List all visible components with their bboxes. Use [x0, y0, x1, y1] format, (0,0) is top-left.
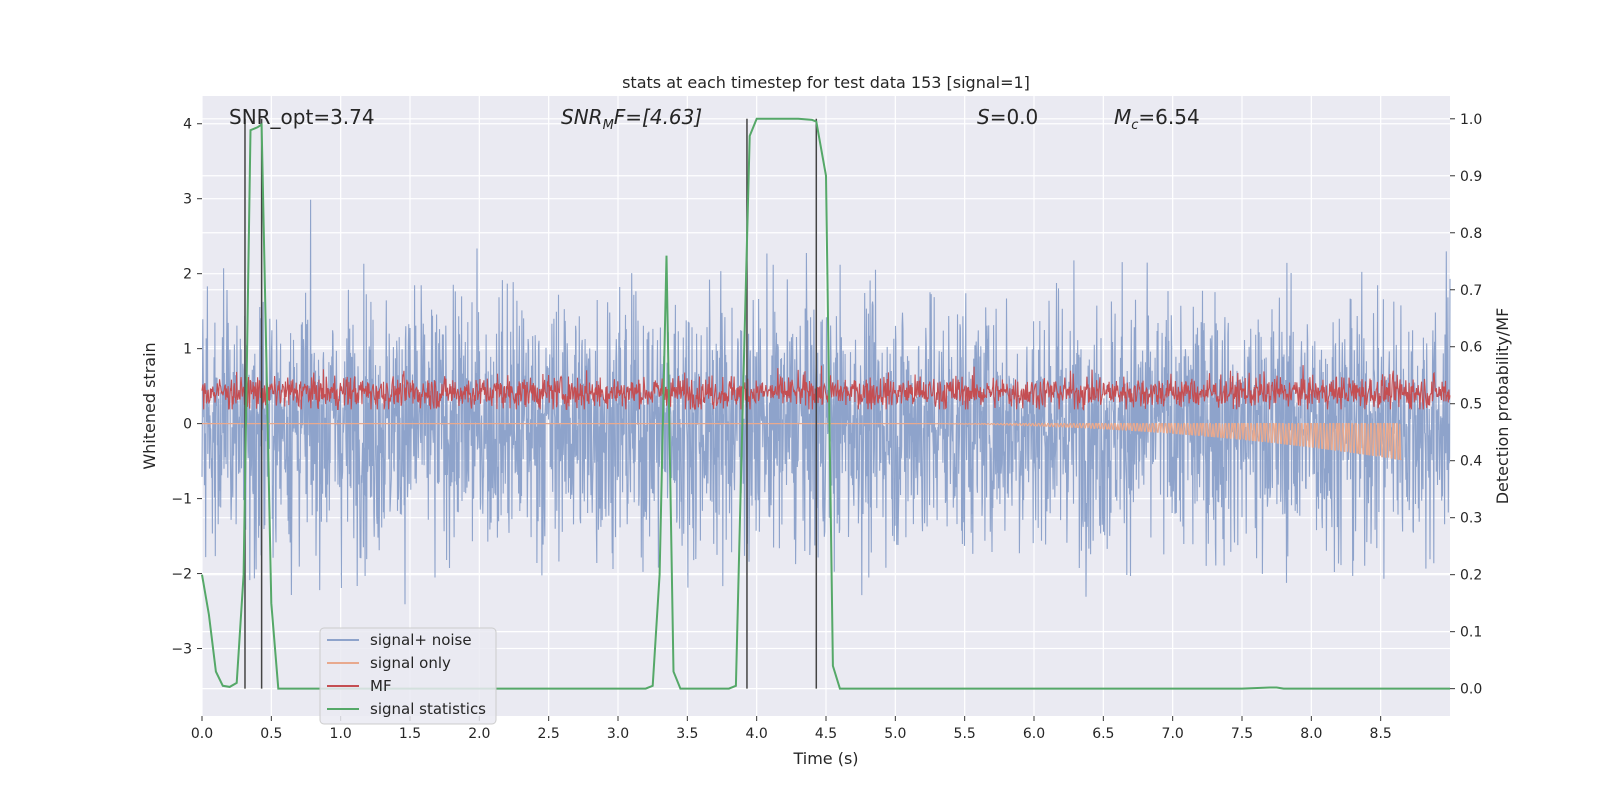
legend-box	[319, 627, 497, 725]
y-tick-label-right: 0.0	[1460, 682, 1482, 698]
x-tick-label: 3.0	[607, 726, 629, 742]
y-tick-label-right: 0.8	[1460, 226, 1482, 242]
legend-label-signal-only: signal only	[370, 654, 451, 672]
y-tick-label-left: 4	[183, 117, 192, 133]
series-signal-noise	[201, 199, 1451, 605]
x-tick-label: 2.0	[468, 726, 490, 742]
y-axis-left-ticks: 4 3 2 1 0 −1 −2 −3	[171, 117, 202, 658]
x-tick-label: 6.0	[1023, 726, 1045, 742]
annotation-s: S=0.0	[977, 105, 1038, 129]
y-tick-label-left: −2	[171, 567, 192, 583]
y-tick-label-left: −1	[171, 492, 192, 508]
x-tick-label: 3.5	[676, 726, 698, 742]
chart-title: stats at each timestep for test data 153…	[622, 73, 1030, 92]
legend-label-noise: signal+ noise	[370, 631, 472, 649]
y-tick-label-right: 1.0	[1460, 112, 1482, 128]
legend-label-mf: MF	[370, 677, 392, 695]
x-tick-label: 8.5	[1370, 726, 1392, 742]
x-tick-label: 4.5	[815, 726, 837, 742]
y-tick-label-left: 3	[183, 192, 192, 208]
x-tick-label: 5.5	[954, 726, 976, 742]
x-tick-label: 2.5	[538, 726, 560, 742]
y-axis-left-label: Whitened strain	[140, 342, 159, 469]
x-tick-label: 0.0	[191, 726, 213, 742]
annotation-mc: Mc=6.54	[1114, 105, 1200, 133]
series-signal-statistics	[201, 117, 1450, 690]
y-tick-label-right: 0.7	[1460, 283, 1482, 299]
signal-only-line	[202, 421, 1402, 461]
y-tick-label-right: 0.2	[1460, 568, 1482, 584]
x-tick-label: 4.0	[746, 726, 768, 742]
legend-label-signal-statistics: signal statistics	[370, 700, 486, 718]
signal-noise-line	[201, 199, 1451, 605]
x-tick-label: 5.0	[884, 726, 906, 742]
y-tick-label-right: 0.6	[1460, 340, 1482, 356]
y-tick-label-left: 1	[183, 342, 192, 358]
mf-line	[201, 365, 1451, 411]
y-tick-label-left: −3	[171, 642, 192, 658]
x-tick-label: 0.5	[260, 726, 282, 742]
x-axis-ticks: 0.0 0.5 1.0 1.5 2.0 2.5 3.0 3.5 4.0 4.5 5.0 5.5 6.0 6…	[191, 716, 1392, 742]
annotation-snr-opt: SNR_opt=3.74	[229, 105, 375, 129]
x-axis-label: Time (s)	[792, 749, 858, 768]
y-axis-right-label: Detection probability/MF	[1493, 308, 1512, 505]
annotation-snr-mf: SNRMF=[4.63]	[561, 105, 702, 133]
signal-statistics-line	[201, 117, 1450, 690]
y-tick-label-left: 0	[183, 417, 192, 433]
y-tick-label-right: 0.1	[1460, 625, 1482, 641]
x-tick-label: 1.5	[399, 726, 421, 742]
x-tick-label: 8.0	[1300, 726, 1322, 742]
y-tick-label-right: 0.4	[1460, 454, 1482, 470]
y-tick-label-left: 2	[183, 267, 192, 283]
series-mf	[201, 365, 1451, 411]
x-tick-label: 7.0	[1162, 726, 1184, 742]
series-signal-only	[202, 421, 1402, 461]
legend: signal+ noise signal only MF signal stat…	[319, 627, 497, 725]
y-axis-right-ticks: 1.0 0.9 0.8 0.7 0.6 0.5 0.4 0.3 0.2 0.1 0.0	[1450, 112, 1482, 698]
y-tick-label-right: 0.5	[1460, 397, 1482, 413]
x-tick-label: 1.0	[330, 726, 352, 742]
x-tick-label: 7.5	[1231, 726, 1253, 742]
y-tick-label-right: 0.9	[1460, 169, 1482, 185]
x-tick-label: 6.5	[1092, 726, 1114, 742]
y-tick-label-right: 0.3	[1460, 511, 1482, 527]
